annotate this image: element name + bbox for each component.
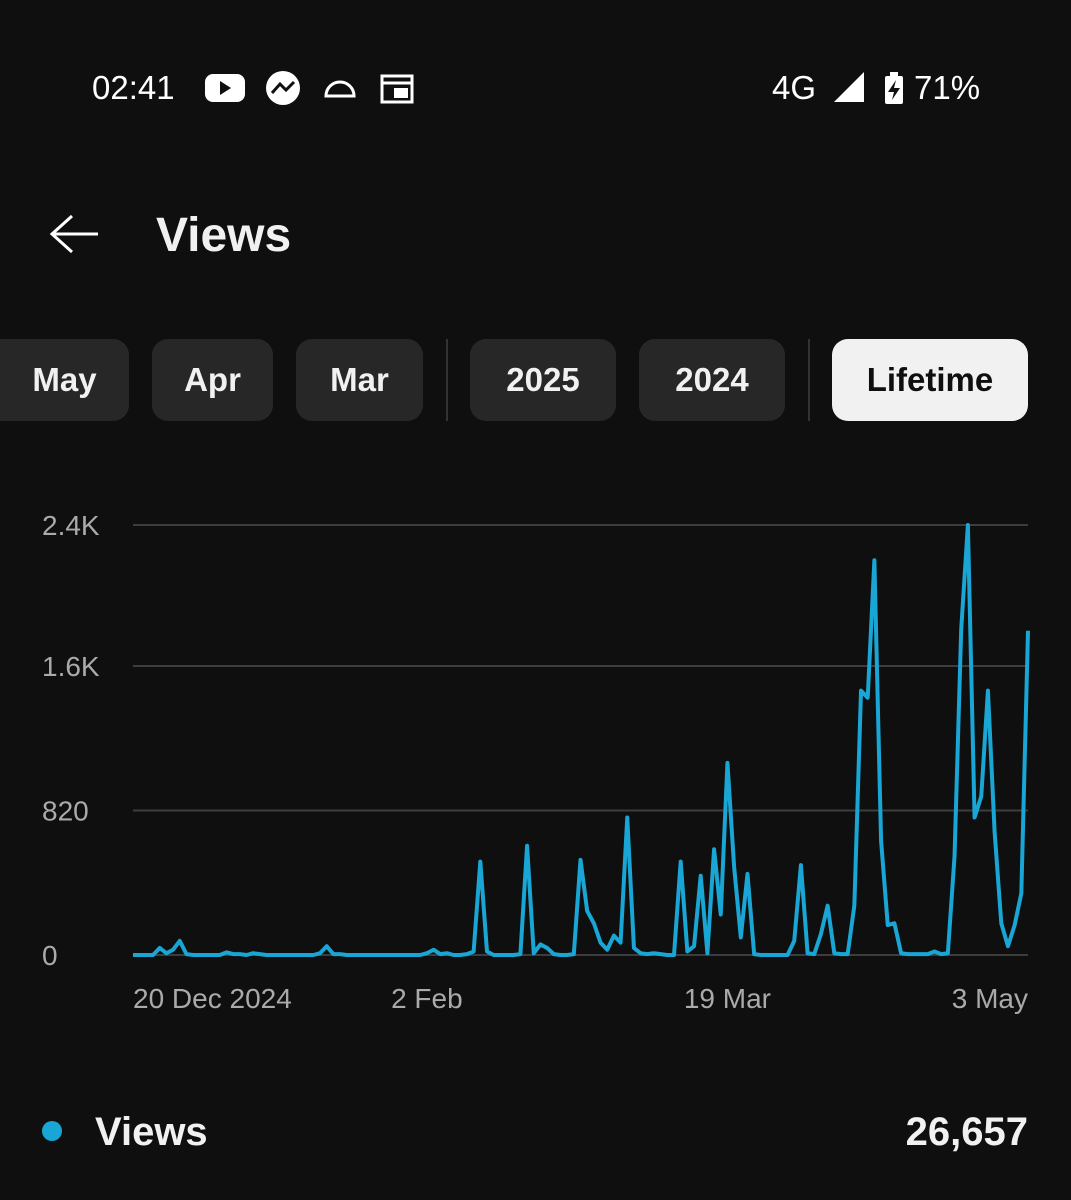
back-button[interactable] [48, 212, 100, 256]
legend-marker [42, 1121, 62, 1141]
line-series [133, 523, 1030, 957]
period-tab[interactable]: 2024 [639, 339, 785, 421]
signal-battery [834, 72, 903, 104]
chart: 0 820 1.6K 2.4K 20 Dec 2024 2 Feb 19 Mar 3 May [42, 510, 1030, 1014]
network-type: 4G [772, 69, 817, 106]
period-tab[interactable]: May [0, 339, 129, 421]
x-tick-label: 2 Feb [391, 983, 463, 1014]
period-tab[interactable]: Lifetime [832, 339, 1028, 421]
status-icons [205, 71, 414, 105]
x-tick-label: 19 Mar [684, 983, 771, 1014]
y-tick-label: 2.4K [42, 510, 100, 541]
tab-divider [808, 339, 810, 421]
page-title: Views [156, 209, 292, 262]
clock: 02:41 [92, 69, 175, 106]
x-tick-label: 3 May [952, 983, 1028, 1014]
y-tick-label: 0 [42, 940, 58, 971]
tab-divider [446, 339, 448, 421]
period-tab[interactable]: Mar [296, 339, 423, 421]
battery-level: 71% [914, 69, 981, 106]
total-views: 26,657 [905, 1110, 1028, 1154]
y-tick-label: 820 [42, 795, 89, 826]
y-tick-label: 1.6K [42, 651, 100, 682]
x-tick-label: 20 Dec 2024 [133, 983, 292, 1014]
period-tab[interactable]: Apr [152, 339, 273, 421]
legend-label: Views [95, 1110, 208, 1154]
period-tab[interactable]: 2025 [470, 339, 616, 421]
